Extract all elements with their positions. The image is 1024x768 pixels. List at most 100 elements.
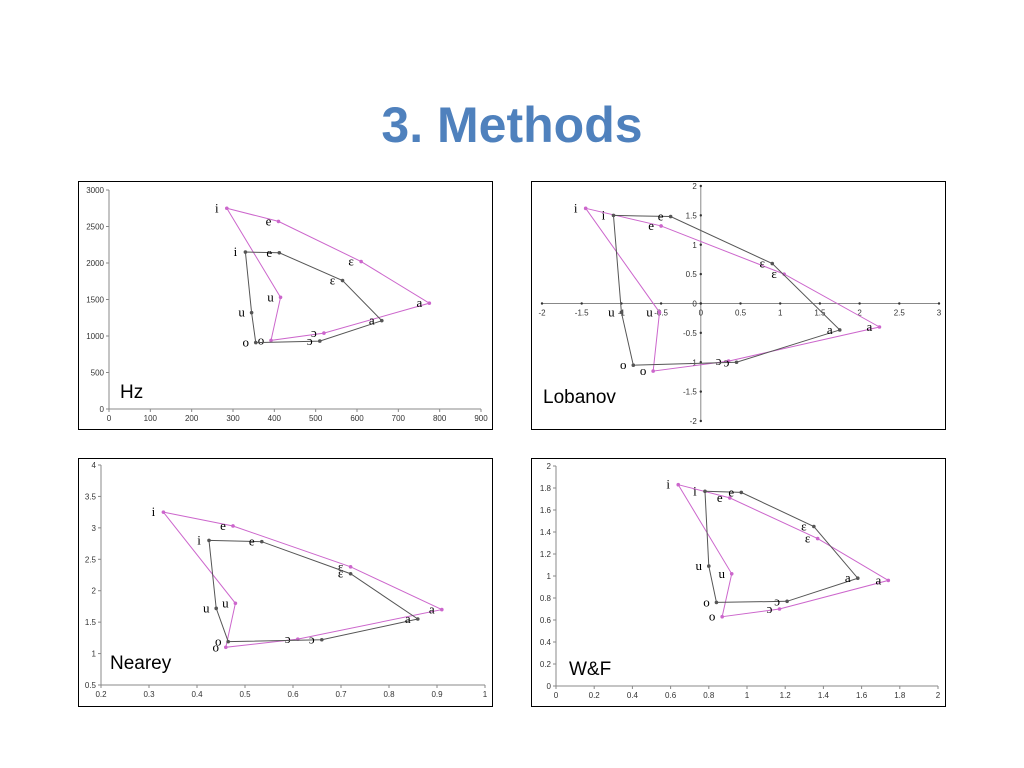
- vowel-label: a: [429, 602, 435, 617]
- vowel-label: a: [845, 570, 851, 585]
- x-tick-label: 1.6: [856, 691, 868, 700]
- data-point: [631, 363, 636, 367]
- data-point: [320, 637, 324, 642]
- y-tick-label: 0.6: [540, 616, 552, 625]
- y-tick-label: 0.5: [85, 681, 97, 690]
- data-point: [651, 369, 655, 373]
- x-tick-label: 2: [936, 691, 941, 700]
- data-point: [380, 318, 384, 323]
- y-tick-mark: [699, 272, 702, 276]
- vowel-label: e: [658, 209, 664, 224]
- data-point: [815, 536, 820, 541]
- vowel-label: u: [696, 558, 703, 573]
- x-tick-label: 0.9: [431, 690, 443, 699]
- y-tick-label: -2: [690, 417, 698, 426]
- data-point: [812, 524, 816, 529]
- x-tick-label: 1.5: [814, 309, 826, 318]
- y-tick-label: 1500: [86, 296, 104, 305]
- data-point: [728, 496, 732, 500]
- vowel-label: u: [267, 289, 274, 304]
- y-tick-mark: [699, 302, 702, 305]
- vowel-label: u: [718, 566, 725, 581]
- data-point: [676, 482, 681, 487]
- y-tick-label: 2500: [86, 223, 104, 232]
- vowel-label: o: [640, 363, 647, 378]
- x-tick-label: -1.5: [575, 309, 589, 318]
- chart-label-wf: W&F: [566, 659, 615, 681]
- x-tick-mark: [739, 302, 742, 305]
- x-tick-mark: [540, 302, 544, 305]
- data-point: [714, 600, 719, 605]
- y-tick-label: 1.5: [686, 211, 698, 220]
- chart-label-lobanov: Lobanov: [540, 387, 619, 409]
- y-tick-label: 0.8: [540, 594, 552, 603]
- y-tick-label: 2: [692, 182, 697, 191]
- y-tick-mark: [699, 331, 702, 335]
- series-line-hz-2: [244, 251, 383, 344]
- vowel-label: ɔ: [767, 601, 773, 616]
- x-tick-label: 200: [185, 414, 199, 423]
- y-tick-label: 2000: [86, 259, 104, 268]
- x-tick-label: 1.4: [818, 691, 830, 700]
- y-tick-label: 1000: [86, 332, 104, 341]
- chart-panel-wf: 0 0.2 0.4 0.6 0.8 1 1.2 1.4 1.6 1.8 2 0 0.2 0.4 0.6 0.8…: [531, 458, 946, 707]
- series-line-wf-2: [704, 490, 859, 603]
- y-tick-label: 2: [92, 587, 97, 596]
- data-point: [348, 565, 353, 569]
- y-tick-label: -1: [690, 358, 698, 367]
- y-tick-mark: [699, 390, 702, 393]
- x-tick-label: 0.2: [589, 691, 601, 700]
- x-tick-label: 0: [107, 414, 112, 423]
- x-tick-label: 0.6: [665, 691, 677, 700]
- data-point: [837, 328, 842, 332]
- vowel-label: ɔ: [774, 593, 780, 608]
- data-point: [322, 331, 326, 335]
- x-tick-label: 0.3: [143, 690, 155, 699]
- x-tick-label: 900: [474, 414, 488, 423]
- y-tick-label: -0.5: [683, 329, 697, 338]
- x-tick-label: 1: [483, 690, 488, 699]
- x-tick-mark: [659, 302, 663, 305]
- x-tick-label: 0: [554, 691, 559, 700]
- data-point: [214, 606, 218, 611]
- x-tick-label: 2: [857, 309, 862, 318]
- vowel-label: a: [875, 572, 881, 587]
- x-tick-label: 0.5: [735, 309, 747, 318]
- data-point: [260, 539, 264, 544]
- chart-svg-nearey: 0.2 0.3 0.4 0.5 0.6 0.7 0.8 0.9 1 0.5 1 1.5 2 2.5 3 3.5…: [85, 461, 488, 699]
- x-tick-label: 800: [433, 414, 447, 423]
- vowel-label: ɛ: [330, 273, 336, 288]
- y-tick-label: 3: [92, 524, 97, 533]
- vowel-label: o: [258, 332, 265, 347]
- vowel-label: o: [703, 594, 710, 609]
- data-point: [359, 259, 363, 264]
- y-tick-label: 0.4: [540, 638, 552, 647]
- vowel-label: ɔ: [309, 632, 315, 647]
- y-tick-label: 500: [91, 369, 105, 378]
- chart-svg-hz: 0 100 200 300 400 500 600 700 800 900 0 500 1000 1500…: [86, 186, 488, 423]
- data-point: [703, 489, 707, 494]
- y-tick-label: 1.2: [540, 550, 552, 559]
- vowel-label: i: [152, 504, 156, 519]
- chart-panel-nearey: 0.2 0.3 0.4 0.5 0.6 0.7 0.8 0.9 1 0.5 1 1.5 2 2.5 3 3.5…: [78, 458, 493, 707]
- data-point: [277, 250, 282, 255]
- y-tick-label: 1: [92, 650, 97, 659]
- vowel-label: ɔ: [285, 631, 291, 646]
- slide-title: 3. Methods: [381, 97, 643, 153]
- vowel-label: e: [266, 213, 272, 228]
- x-tick-label: 0: [699, 309, 704, 318]
- vowel-label: o: [213, 639, 220, 654]
- vowel-label: ɛ: [771, 266, 777, 281]
- data-point: [340, 278, 345, 283]
- y-tick-mark: [699, 243, 702, 246]
- vowel-label: e: [249, 534, 255, 549]
- data-point: [416, 617, 420, 621]
- data-point: [226, 639, 230, 644]
- data-point: [657, 310, 662, 315]
- y-tick-label: 0.5: [686, 270, 698, 279]
- x-tick-mark: [580, 302, 583, 305]
- x-tick-label: 0.8: [703, 691, 715, 700]
- data-point: [243, 250, 248, 254]
- vowel-label: o: [709, 609, 716, 624]
- data-point: [253, 340, 258, 345]
